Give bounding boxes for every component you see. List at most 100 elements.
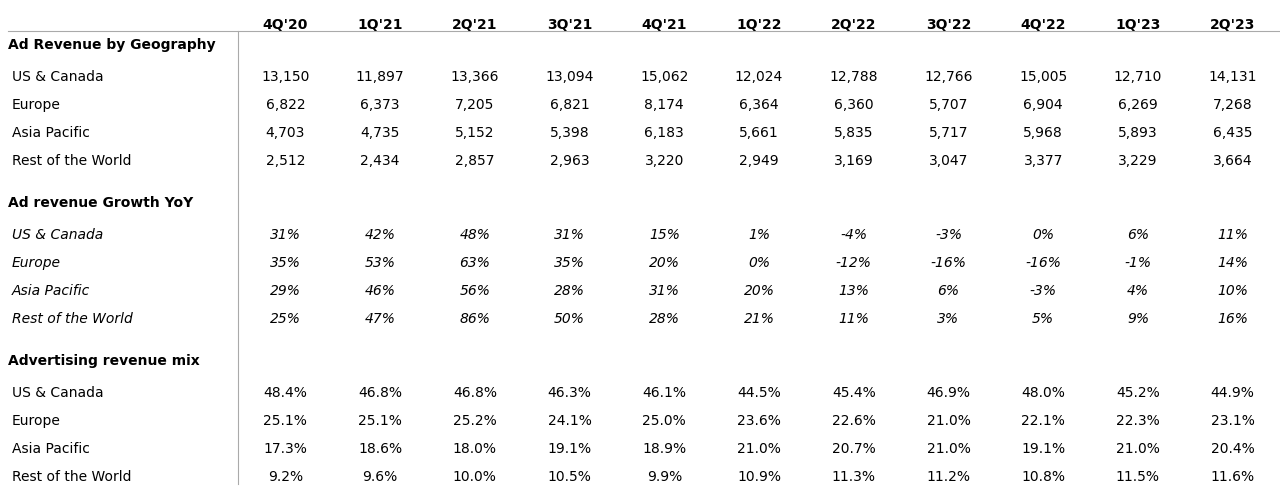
Text: 5,152: 5,152 [456,126,494,140]
Text: 20%: 20% [744,284,774,298]
Text: 15,062: 15,062 [640,70,689,84]
Text: 22.6%: 22.6% [832,413,876,427]
Text: 5,717: 5,717 [929,126,968,140]
Text: 48.0%: 48.0% [1021,386,1065,399]
Text: 3,664: 3,664 [1213,154,1252,168]
Text: 2,512: 2,512 [266,154,305,168]
Text: Asia Pacific: Asia Pacific [12,284,91,298]
Text: 3,377: 3,377 [1024,154,1062,168]
Text: 45.2%: 45.2% [1116,386,1160,399]
Text: Ad revenue Growth YoY: Ad revenue Growth YoY [8,196,193,209]
Text: 19.1%: 19.1% [548,441,591,455]
Text: 18.9%: 18.9% [643,441,686,455]
Text: -16%: -16% [931,256,966,270]
Text: 14,131: 14,131 [1208,70,1257,84]
Text: 63%: 63% [460,256,490,270]
Text: 13%: 13% [838,284,869,298]
Text: 4Q'21: 4Q'21 [641,18,687,32]
Text: 20.7%: 20.7% [832,441,876,455]
Text: US & Canada: US & Canada [12,386,104,399]
Text: 15%: 15% [649,228,680,242]
Text: 24.1%: 24.1% [548,413,591,427]
Text: 13,366: 13,366 [451,70,499,84]
Text: 2,857: 2,857 [456,154,494,168]
Text: 42%: 42% [365,228,396,242]
Text: 9.2%: 9.2% [268,469,303,483]
Text: 48%: 48% [460,228,490,242]
Text: 10.0%: 10.0% [453,469,497,483]
Text: 7,205: 7,205 [456,98,494,112]
Text: Europe: Europe [12,98,61,112]
Text: 5,835: 5,835 [835,126,873,140]
Text: 5,661: 5,661 [739,126,778,140]
Text: 31%: 31% [554,228,585,242]
Text: 1Q'21: 1Q'21 [357,18,403,32]
Text: 2,963: 2,963 [549,154,589,168]
Text: 2,434: 2,434 [361,154,399,168]
Text: 0%: 0% [1032,228,1055,242]
Text: 2Q'23: 2Q'23 [1210,18,1256,32]
Text: 2Q'22: 2Q'22 [831,18,877,32]
Text: 11%: 11% [1217,228,1248,242]
Text: 48.4%: 48.4% [264,386,307,399]
Text: 3Q'21: 3Q'21 [547,18,593,32]
Text: 47%: 47% [365,311,396,325]
Text: 21.0%: 21.0% [1116,441,1160,455]
Text: 5,707: 5,707 [929,98,968,112]
Text: 2Q'21: 2Q'21 [452,18,498,32]
Text: 11%: 11% [838,311,869,325]
Text: 10.8%: 10.8% [1021,469,1065,483]
Text: 28%: 28% [554,284,585,298]
Text: 23.1%: 23.1% [1211,413,1254,427]
Text: 11.2%: 11.2% [927,469,970,483]
Text: 21.0%: 21.0% [927,441,970,455]
Text: 18.6%: 18.6% [358,441,402,455]
Text: 46.8%: 46.8% [453,386,497,399]
Text: 20%: 20% [649,256,680,270]
Text: 11,897: 11,897 [356,70,404,84]
Text: 46.9%: 46.9% [927,386,970,399]
Text: 23.6%: 23.6% [737,413,781,427]
Text: US & Canada: US & Canada [12,70,104,84]
Text: 4,703: 4,703 [266,126,305,140]
Text: 6,364: 6,364 [739,98,778,112]
Text: 14%: 14% [1217,256,1248,270]
Text: 12,710: 12,710 [1114,70,1162,84]
Text: -4%: -4% [840,228,868,242]
Text: 3Q'22: 3Q'22 [925,18,972,32]
Text: 9%: 9% [1126,311,1149,325]
Text: 4,735: 4,735 [361,126,399,140]
Text: 5,968: 5,968 [1023,126,1064,140]
Text: 4Q'22: 4Q'22 [1020,18,1066,32]
Text: Rest of the World: Rest of the World [12,469,132,483]
Text: 3,229: 3,229 [1119,154,1157,168]
Text: 6,904: 6,904 [1024,98,1062,112]
Text: Advertising revenue mix: Advertising revenue mix [8,353,200,367]
Text: 11.5%: 11.5% [1116,469,1160,483]
Text: 12,024: 12,024 [735,70,783,84]
Text: 6%: 6% [937,284,960,298]
Text: 1Q'23: 1Q'23 [1115,18,1161,32]
Text: -12%: -12% [836,256,872,270]
Text: 6,435: 6,435 [1213,126,1252,140]
Text: 25.0%: 25.0% [643,413,686,427]
Text: 5,893: 5,893 [1119,126,1157,140]
Text: 6,373: 6,373 [361,98,399,112]
Text: 16%: 16% [1217,311,1248,325]
Text: 0%: 0% [748,256,771,270]
Text: 11.3%: 11.3% [832,469,876,483]
Text: 22.3%: 22.3% [1116,413,1160,427]
Text: 6,183: 6,183 [644,126,684,140]
Text: 10.5%: 10.5% [548,469,591,483]
Text: 3,047: 3,047 [929,154,968,168]
Text: 22.1%: 22.1% [1021,413,1065,427]
Text: 7,268: 7,268 [1213,98,1252,112]
Text: 8,174: 8,174 [644,98,684,112]
Text: 6,269: 6,269 [1117,98,1158,112]
Text: 21%: 21% [744,311,774,325]
Text: 46.8%: 46.8% [358,386,402,399]
Text: 25.2%: 25.2% [453,413,497,427]
Text: Rest of the World: Rest of the World [12,311,133,325]
Text: 46.1%: 46.1% [643,386,686,399]
Text: -1%: -1% [1124,256,1152,270]
